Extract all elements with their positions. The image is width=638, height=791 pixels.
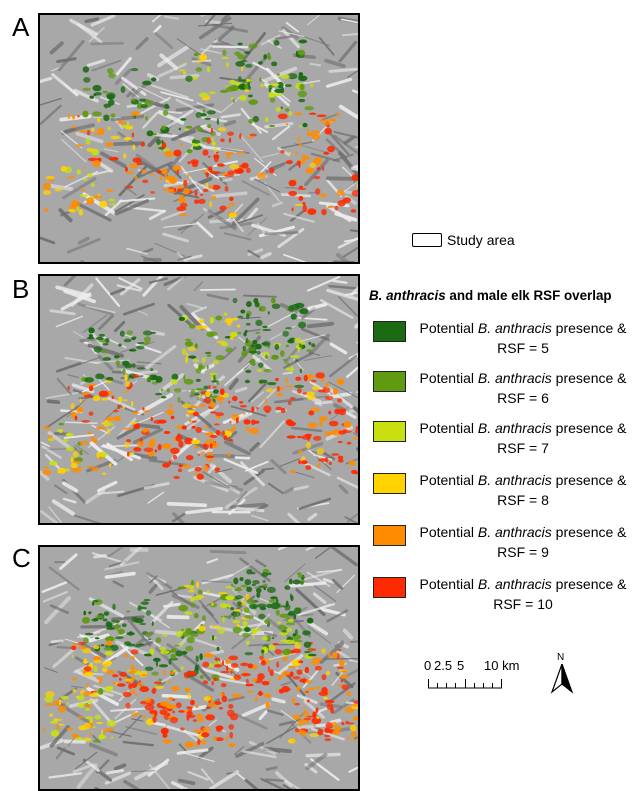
hillshade-map [40, 276, 358, 523]
panel-label-c: C [12, 543, 31, 573]
legend-swatch-rsf-7 [373, 421, 406, 442]
north-arrow: N [550, 652, 574, 694]
legend-item-rsf-6: Potential B. anthracis presence & RSF = … [373, 368, 637, 412]
legend-item-rsf-9: Potential B. anthracis presence & RSF = … [373, 522, 637, 566]
legend-item-rsf-5: Potential B. anthracis presence & RSF = … [373, 318, 637, 362]
legend-title-species: B. anthracis [369, 288, 446, 303]
scale-label-0: 0 [424, 658, 432, 673]
scale-label-2-5: 2.5 [434, 658, 453, 673]
map-panel-c [38, 545, 360, 791]
scale-label-5: 5 [457, 658, 465, 673]
north-arrow-label: N [557, 652, 565, 663]
hillshade-map [40, 15, 358, 262]
legend-title: B. anthracis and male elk RSF overlap [369, 288, 637, 303]
legend-label-rsf-8: Potential B. anthracis presence & RSF = … [419, 472, 627, 508]
legend-label-rsf-6: Potential B. anthracis presence & RSF = … [419, 370, 627, 406]
study-area-swatch [412, 233, 442, 247]
study-area-label: Study area [447, 232, 515, 248]
scale-bar-ticks [428, 679, 502, 689]
legend-label-rsf-9: Potential B. anthracis presence & RSF = … [419, 524, 627, 560]
panel-label-a: A [12, 12, 30, 42]
legend-title-rest: and male elk RSF overlap [445, 288, 612, 303]
legend-study-area: Study area [412, 231, 515, 249]
legend-swatch-rsf-8 [373, 473, 406, 494]
map-panel-b [38, 274, 360, 525]
north-arrow-icon [550, 664, 574, 694]
legend-swatch-rsf-5 [373, 321, 406, 342]
legend-item-rsf-10: Potential B. anthracis presence & RSF = … [373, 574, 637, 618]
legend-swatch-rsf-10 [373, 577, 406, 598]
legend-label-rsf-10: Potential B. anthracis presence & RSF = … [419, 576, 627, 612]
legend-item-rsf-8: Potential B. anthracis presence & RSF = … [373, 470, 637, 514]
legend-swatch-rsf-9 [373, 525, 406, 546]
panel-label-b: B [12, 274, 30, 304]
scale-label-10-km: 10 km [484, 658, 520, 673]
legend-item-rsf-7: Potential B. anthracis presence & RSF = … [373, 418, 637, 462]
legend-swatch-rsf-6 [373, 371, 406, 392]
map-panel-a [38, 13, 360, 264]
hillshade-map [40, 547, 358, 789]
scale-bar: 0 2.5 5 10 km [424, 658, 519, 698]
legend-label-rsf-7: Potential B. anthracis presence & RSF = … [419, 420, 627, 456]
legend-label-rsf-5: Potential B. anthracis presence & RSF = … [419, 320, 627, 356]
